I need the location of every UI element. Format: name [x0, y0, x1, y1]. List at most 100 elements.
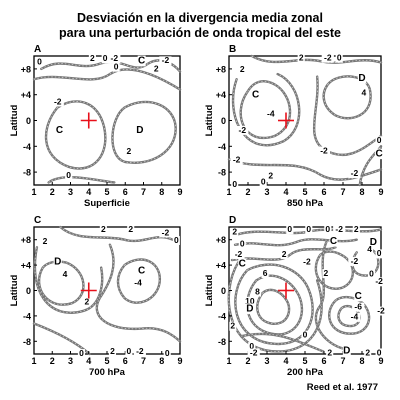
x-tick-label: 8: [159, 187, 164, 197]
contour-line: [112, 102, 175, 163]
contour-label-bg: [364, 348, 372, 358]
contour-value-label: D: [370, 237, 377, 248]
x-tick-label: 3: [264, 356, 269, 366]
x-tick-label: 8: [359, 356, 364, 366]
contour-label-bg: [108, 347, 117, 357]
contour-value-label: -2: [233, 154, 241, 164]
contour-value-label: -2: [335, 224, 343, 234]
y-tick-label: 0: [221, 116, 226, 126]
contour-line-highlight: [338, 306, 359, 326]
contour-value-label: 0: [66, 170, 71, 180]
contour-value-label: -2: [320, 145, 328, 155]
contour-label-bg: [366, 244, 374, 254]
contour-line-highlight: [233, 74, 299, 145]
contour-value-label: 2: [324, 268, 329, 278]
contour-label-bg: [101, 54, 109, 64]
contour-value-label: 2: [282, 249, 287, 259]
contour-value-label: D: [54, 256, 61, 267]
x-tick-label: 5: [302, 187, 307, 197]
contour-label-bg: [83, 297, 91, 307]
contour-value-label: -2: [136, 346, 144, 356]
contour-value-label: -2: [303, 256, 311, 266]
contour-value-label: -4: [267, 109, 275, 119]
contour-value-label: 0: [369, 269, 374, 279]
contour-value-label: C: [138, 265, 145, 276]
latitude-axis-label: Latitud: [204, 274, 215, 306]
contour-label-bg: [335, 53, 343, 63]
contour-value-label: 0: [306, 224, 311, 234]
x-tick-label: 5: [104, 356, 109, 366]
contour-line-highlight: [112, 102, 175, 163]
y-tick-label: +4: [21, 90, 31, 100]
contour-label-bg: [159, 56, 172, 66]
contour-label-bg: [267, 171, 275, 181]
contour-line: [316, 252, 353, 289]
contour-label-bg: [135, 124, 144, 136]
contour-label-bg: [375, 148, 384, 160]
contour-label-bg: [326, 348, 334, 358]
contour-line: [97, 245, 180, 342]
contour-value-label: 2: [127, 146, 132, 156]
contour-value-label: 2: [128, 224, 133, 234]
contour-line-highlight: [316, 242, 345, 349]
figure-title-line-1: Desviación en la divergencia media zonal: [77, 11, 323, 25]
contour-line-highlight: [241, 81, 290, 138]
contour-label-bg: [133, 347, 146, 357]
contour-value-label: 0: [249, 341, 254, 351]
contour-label-bg: [375, 136, 383, 146]
x-tick-label: 1: [226, 187, 231, 197]
contour-value-label: D: [358, 73, 365, 84]
x-tick-label: 7: [141, 356, 146, 366]
latitude-axis-label: Latitud: [204, 104, 215, 136]
y-tick-label: +4: [216, 261, 226, 271]
contour-label-bg: [230, 155, 243, 165]
contour-label-bg: [280, 250, 288, 259]
contour-line-highlight: [60, 227, 172, 241]
y-tick-label: 0: [26, 286, 31, 296]
contour-label-bg: [88, 54, 96, 64]
contour-label-bg: [300, 257, 313, 267]
contour-label-bg: [301, 330, 309, 340]
contour-value-label: 0: [114, 62, 119, 72]
contour-line: [232, 247, 335, 260]
contour-label-bg: [245, 303, 254, 314]
contour-value-label: 2: [230, 321, 235, 331]
x-tick-label: 2: [50, 187, 55, 197]
contour-value-label: -2: [375, 276, 383, 286]
contour-line-highlight: [39, 262, 83, 305]
contour-value-label: 2: [154, 63, 159, 73]
x-tick-label: 9: [177, 356, 182, 366]
contour-value-label: -2: [239, 125, 247, 135]
y-tick-label: -4: [23, 142, 31, 152]
x-tick-label: 1: [31, 187, 36, 197]
contour-value-label: 2: [232, 227, 237, 237]
contour-line-highlight: [34, 69, 180, 89]
contour-label-bg: [152, 64, 160, 74]
panel-letter: D: [229, 215, 236, 226]
contour-value-label: 2: [110, 346, 115, 356]
contour-label-bg: [342, 345, 351, 356]
disturbance-center-cross: [278, 112, 294, 129]
contour-label-bg: [375, 249, 383, 259]
contour-label-bg: [358, 73, 366, 84]
contour-label-bg: [137, 265, 146, 276]
contour-line-highlight: [49, 177, 115, 182]
contour-value-label: -2: [250, 347, 258, 357]
contour-value-label: -4: [134, 277, 142, 287]
contour-line-highlight: [257, 290, 289, 324]
contour-label-bg: [324, 225, 332, 235]
contour-value-label: -6: [354, 302, 362, 312]
y-tick-label: -8: [23, 168, 31, 178]
contour-value-label: 0: [174, 235, 179, 245]
y-tick-label: -4: [218, 311, 226, 321]
disturbance-center-cross: [80, 282, 97, 299]
contour-line-highlight: [360, 146, 381, 185]
contour-value-label: -2: [351, 168, 359, 178]
contour-label-bg: [137, 55, 146, 67]
contour-label-bg: [375, 348, 383, 358]
contour-line-highlight: [235, 265, 312, 344]
contour-label-bg: [354, 290, 363, 302]
